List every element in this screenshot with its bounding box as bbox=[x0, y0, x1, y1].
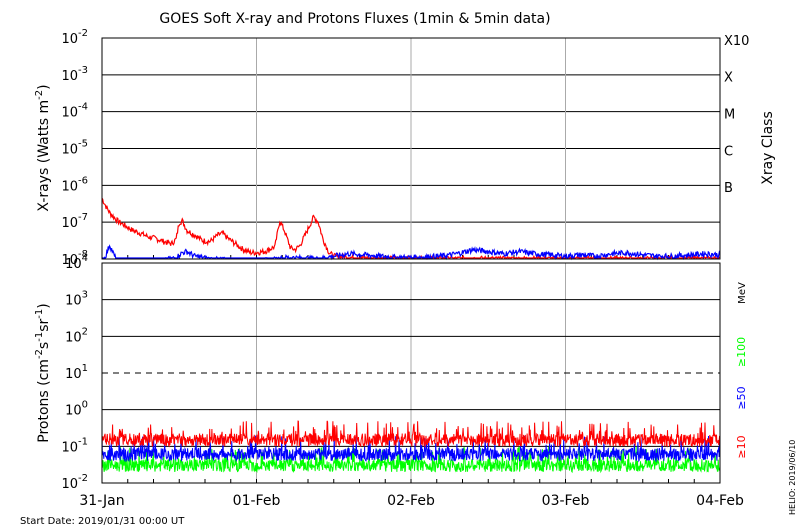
xray-y-tick-label: 10-5 bbox=[61, 139, 88, 158]
xray-class-labels: X10 X M C B bbox=[724, 34, 749, 196]
proton-grid bbox=[101, 263, 721, 483]
xray-panel: 10-2 10-3 10-4 10-5 10-6 10-7 10-8 X10 X M C B X-r… bbox=[34, 28, 776, 268]
x-axis-date-label: 03-Feb bbox=[542, 493, 590, 509]
proton-y-tick-label: 104 bbox=[65, 253, 88, 272]
xray-class-label: C bbox=[724, 144, 733, 159]
xray-y-tick-label: 10-8 bbox=[61, 249, 88, 268]
xray-class-label: M bbox=[724, 108, 735, 123]
proton-y-tick-labels: 104 103 102 101 100 10-1 10-2 bbox=[61, 253, 88, 492]
xray-grid bbox=[101, 38, 721, 259]
proton-y-tick-label: 101 bbox=[65, 363, 88, 382]
proton-y-tick-label: 103 bbox=[65, 290, 88, 309]
energy-unit-label: MeV bbox=[737, 282, 748, 304]
energy-labels: ≥100 ≥50 ≥10 bbox=[735, 337, 748, 459]
xray-y-tick-label: 10-7 bbox=[61, 212, 88, 231]
proton-y-axis-label: Protons (cm-2s-1sr-1) bbox=[34, 303, 52, 442]
xray-series bbox=[101, 197, 721, 261]
x-axis-date-label: 31-Jan bbox=[79, 493, 124, 509]
xray-class-label: B bbox=[724, 181, 733, 196]
xray-class-axis-label: Xray Class bbox=[760, 111, 776, 185]
chart-title: GOES Soft X-ray and Protons Fluxes (1min… bbox=[159, 11, 550, 27]
xray-y-axis-label: X-rays (Watts m-2) bbox=[34, 84, 52, 211]
xray-class-label: X bbox=[724, 71, 733, 86]
helio-credit: HELIO: 2019/06/10 bbox=[788, 440, 797, 515]
x-axis-date-label: 02-Feb bbox=[387, 493, 435, 509]
proton-y-tick-label: 100 bbox=[65, 400, 88, 419]
x-axis-date-labels: 31-Jan 01-Feb 02-Feb 03-Feb 04-Feb bbox=[79, 493, 744, 509]
xray-class-label: X10 bbox=[724, 34, 749, 49]
xray-y-tick-labels: 10-2 10-3 10-4 10-5 10-6 10-7 10-8 bbox=[61, 28, 88, 268]
proton-series-line bbox=[101, 420, 721, 449]
xray-y-tick-label: 10-6 bbox=[61, 175, 88, 194]
proton-series-line bbox=[101, 435, 721, 463]
proton-y-tick-label: 10-2 bbox=[61, 473, 88, 492]
proton-panel: 104 103 102 101 100 10-1 10-2 Protons (cm-2s-1… bbox=[34, 253, 748, 492]
xray-y-tick-label: 10-4 bbox=[61, 102, 88, 121]
energy-label: ≥10 bbox=[735, 435, 748, 458]
xray-series-line bbox=[101, 197, 721, 260]
proton-frame bbox=[101, 262, 721, 484]
start-date-label: Start Date: 2019/01/31 00:00 UT bbox=[20, 516, 185, 527]
proton-y-tick-label: 10-1 bbox=[61, 436, 88, 455]
proton-series bbox=[101, 420, 721, 474]
energy-label: ≥100 bbox=[735, 337, 748, 367]
x-axis-date-label: 01-Feb bbox=[233, 493, 281, 509]
proton-series-line bbox=[101, 446, 721, 474]
energy-label: ≥50 bbox=[735, 386, 748, 409]
xray-series-line bbox=[102, 244, 721, 261]
proton-y-tick-label: 102 bbox=[65, 326, 88, 345]
xray-y-tick-label: 10-2 bbox=[61, 28, 88, 47]
x-axis-date-label: 04-Feb bbox=[696, 493, 744, 509]
xray-y-tick-label: 10-3 bbox=[61, 65, 88, 84]
xray-frame bbox=[101, 37, 721, 260]
